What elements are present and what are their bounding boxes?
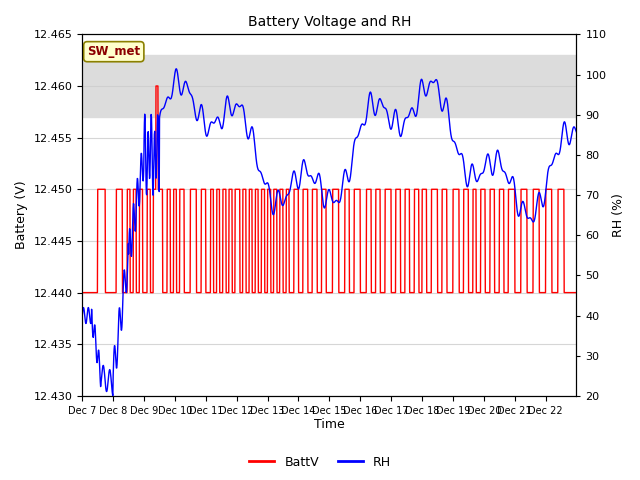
RH xyxy=(156,112,164,118)
RH xyxy=(567,138,575,144)
Line: BattV: BattV xyxy=(83,86,577,293)
RH xyxy=(573,129,580,135)
RH xyxy=(518,199,526,204)
BattV xyxy=(573,290,580,296)
RH xyxy=(172,66,180,72)
Bar xyxy=(83,55,577,117)
Legend: BattV, RH: BattV, RH xyxy=(244,451,396,474)
BattV xyxy=(566,290,574,296)
BattV xyxy=(445,290,453,296)
Y-axis label: RH (%): RH (%) xyxy=(612,193,625,237)
RH xyxy=(79,312,86,318)
RH xyxy=(307,173,315,179)
BattV xyxy=(152,83,160,89)
BattV xyxy=(79,290,86,296)
BattV xyxy=(156,186,164,192)
BattV xyxy=(518,186,526,192)
BattV xyxy=(307,290,315,296)
Text: SW_met: SW_met xyxy=(87,45,140,58)
RH xyxy=(317,177,324,183)
Line: RH: RH xyxy=(83,69,577,396)
Title: Battery Voltage and RH: Battery Voltage and RH xyxy=(248,15,411,29)
Y-axis label: Battery (V): Battery (V) xyxy=(15,181,28,250)
RH xyxy=(109,393,116,398)
X-axis label: Time: Time xyxy=(314,419,345,432)
BattV xyxy=(316,290,324,296)
RH xyxy=(446,124,454,130)
